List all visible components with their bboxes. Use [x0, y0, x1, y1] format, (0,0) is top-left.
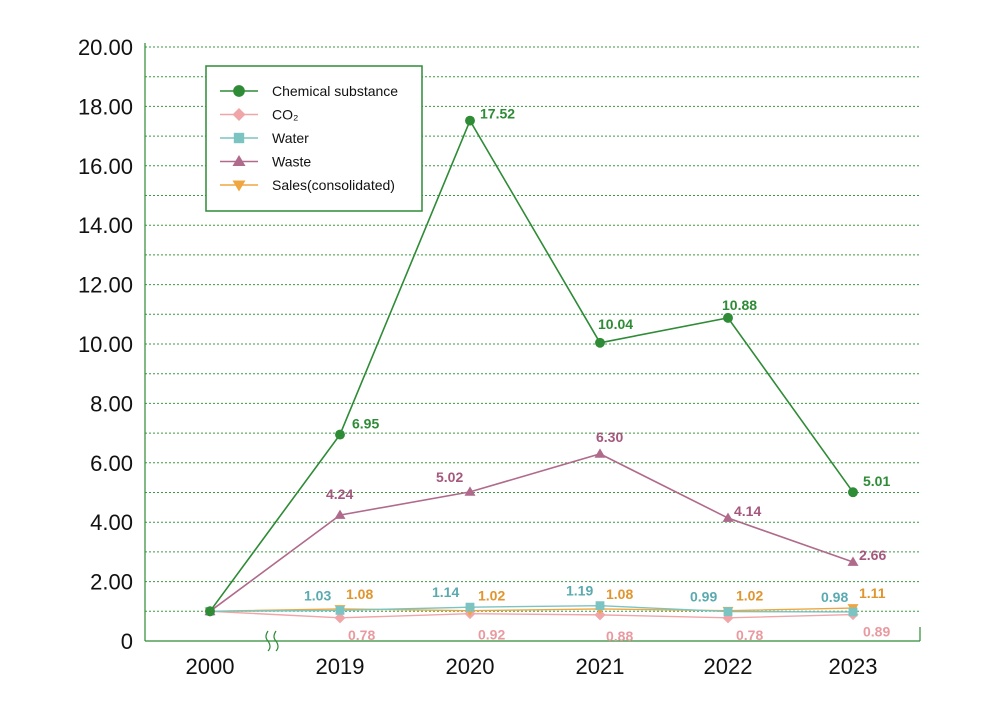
legend-swatch-marker: [233, 85, 245, 97]
legend: Chemical substance CO₂ Water Waste Sales(con…: [205, 65, 423, 212]
data-labels: 6.95 17.52 10.04 10.88 5.01 0.78 0.92 0.88 0.78 0…: [304, 106, 890, 644]
y-tick-label: 6.00: [90, 451, 133, 476]
data-label: 2.66: [859, 547, 886, 563]
data-label: 0.78: [348, 627, 375, 643]
legend-label: Waste: [272, 154, 311, 170]
x-tick-label: 2023: [829, 654, 878, 679]
x-tick-label: 2000: [186, 654, 235, 679]
legend-item: Chemical substance: [220, 83, 398, 99]
legend-item: Sales(consolidated): [220, 177, 395, 193]
legend-label: Sales(consolidated): [272, 177, 395, 193]
legend-item: CO₂: [220, 107, 298, 123]
y-tick-label: 20.00: [78, 35, 133, 60]
data-point: [723, 607, 733, 616]
data-point: [335, 429, 345, 440]
data-point: [848, 487, 858, 498]
legend-label: Chemical substance: [272, 83, 398, 99]
data-label: 4.14: [734, 503, 761, 519]
series-line: [209, 453, 854, 612]
axis-break-mark: [265, 630, 279, 652]
legend-label: Water: [272, 130, 309, 146]
series-co: [204, 605, 859, 624]
legend-label: CO₂: [272, 107, 298, 123]
x-tick-label: 2021: [576, 654, 625, 679]
data-label: 0.99: [690, 589, 717, 605]
data-label: 0.89: [863, 624, 890, 640]
data-point: [464, 486, 476, 496]
y-tick-label: 4.00: [90, 510, 133, 535]
data-label: 1.19: [566, 583, 593, 599]
data-point: [723, 312, 733, 323]
data-label: 0.98: [821, 589, 848, 605]
data-label: 17.52: [480, 106, 515, 122]
data-label: 1.08: [346, 586, 373, 602]
data-label: 5.01: [863, 473, 890, 489]
data-point: [848, 607, 858, 617]
data-label: 0.78: [736, 627, 763, 643]
data-label: 1.02: [478, 588, 505, 604]
legend-swatch-marker: [232, 108, 246, 121]
x-tick-label: 2019: [316, 654, 365, 679]
data-point: [205, 606, 215, 617]
data-label: 4.24: [326, 486, 353, 502]
data-label: 1.02: [736, 588, 763, 604]
series-group: [204, 115, 859, 624]
y-tick-label: 14.00: [78, 213, 133, 238]
data-label: 6.95: [352, 416, 379, 432]
legend-item: Water: [220, 130, 309, 146]
data-label: 10.04: [598, 316, 633, 332]
y-tick-label: 12.00: [78, 273, 133, 298]
data-point: [594, 609, 606, 621]
series-line: [209, 607, 854, 612]
legend-swatch-marker: [233, 132, 245, 144]
data-point: [335, 606, 345, 615]
y-tick-label: 0: [121, 629, 133, 654]
data-point: [465, 602, 475, 612]
data-label: 1.03: [304, 587, 331, 603]
data-point: [847, 556, 859, 566]
x-tick-label: 2022: [704, 654, 753, 679]
x-tick-label: 2020: [446, 654, 495, 679]
data-label: 0.92: [478, 627, 505, 643]
data-point: [465, 115, 475, 126]
y-tick-label: 2.00: [90, 570, 133, 595]
legend-swatch-marker: [232, 180, 246, 192]
series-line: [209, 610, 854, 619]
axes: 0 2.00 4.00 6.00 8.00 10.00 12.00 14.00 16.00 18.…: [78, 35, 921, 679]
y-tick-label: 10.00: [78, 332, 133, 357]
data-label: 1.14: [432, 584, 459, 600]
series-line: [209, 604, 854, 613]
data-label: 6.30: [596, 429, 623, 445]
series-line: [209, 118, 854, 612]
y-tick-label: 8.00: [90, 391, 133, 416]
data-label: 0.88: [606, 628, 633, 644]
legend-item: Waste: [220, 154, 311, 170]
data-point: [594, 448, 606, 458]
data-point: [722, 512, 734, 522]
y-tick-label: 18.00: [78, 94, 133, 119]
legend-swatch-marker: [232, 155, 246, 167]
data-point: [595, 337, 605, 348]
series-chemical-substance: [205, 115, 858, 617]
data-label: 10.88: [722, 297, 757, 313]
y-tick-label: 16.00: [78, 154, 133, 179]
data-point: [595, 601, 605, 611]
data-label: 5.02: [436, 469, 463, 485]
data-point: [334, 612, 346, 624]
data-label: 1.08: [606, 586, 633, 602]
data-point: [334, 509, 346, 519]
data-label: 1.11: [859, 585, 886, 601]
